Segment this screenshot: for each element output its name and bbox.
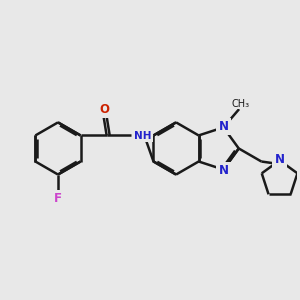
Text: N: N: [274, 153, 285, 166]
Text: F: F: [54, 192, 62, 205]
Text: N: N: [218, 120, 228, 133]
Text: NH: NH: [134, 131, 152, 141]
Text: O: O: [100, 103, 110, 116]
Text: CH₃: CH₃: [232, 99, 250, 109]
Text: N: N: [218, 164, 228, 177]
